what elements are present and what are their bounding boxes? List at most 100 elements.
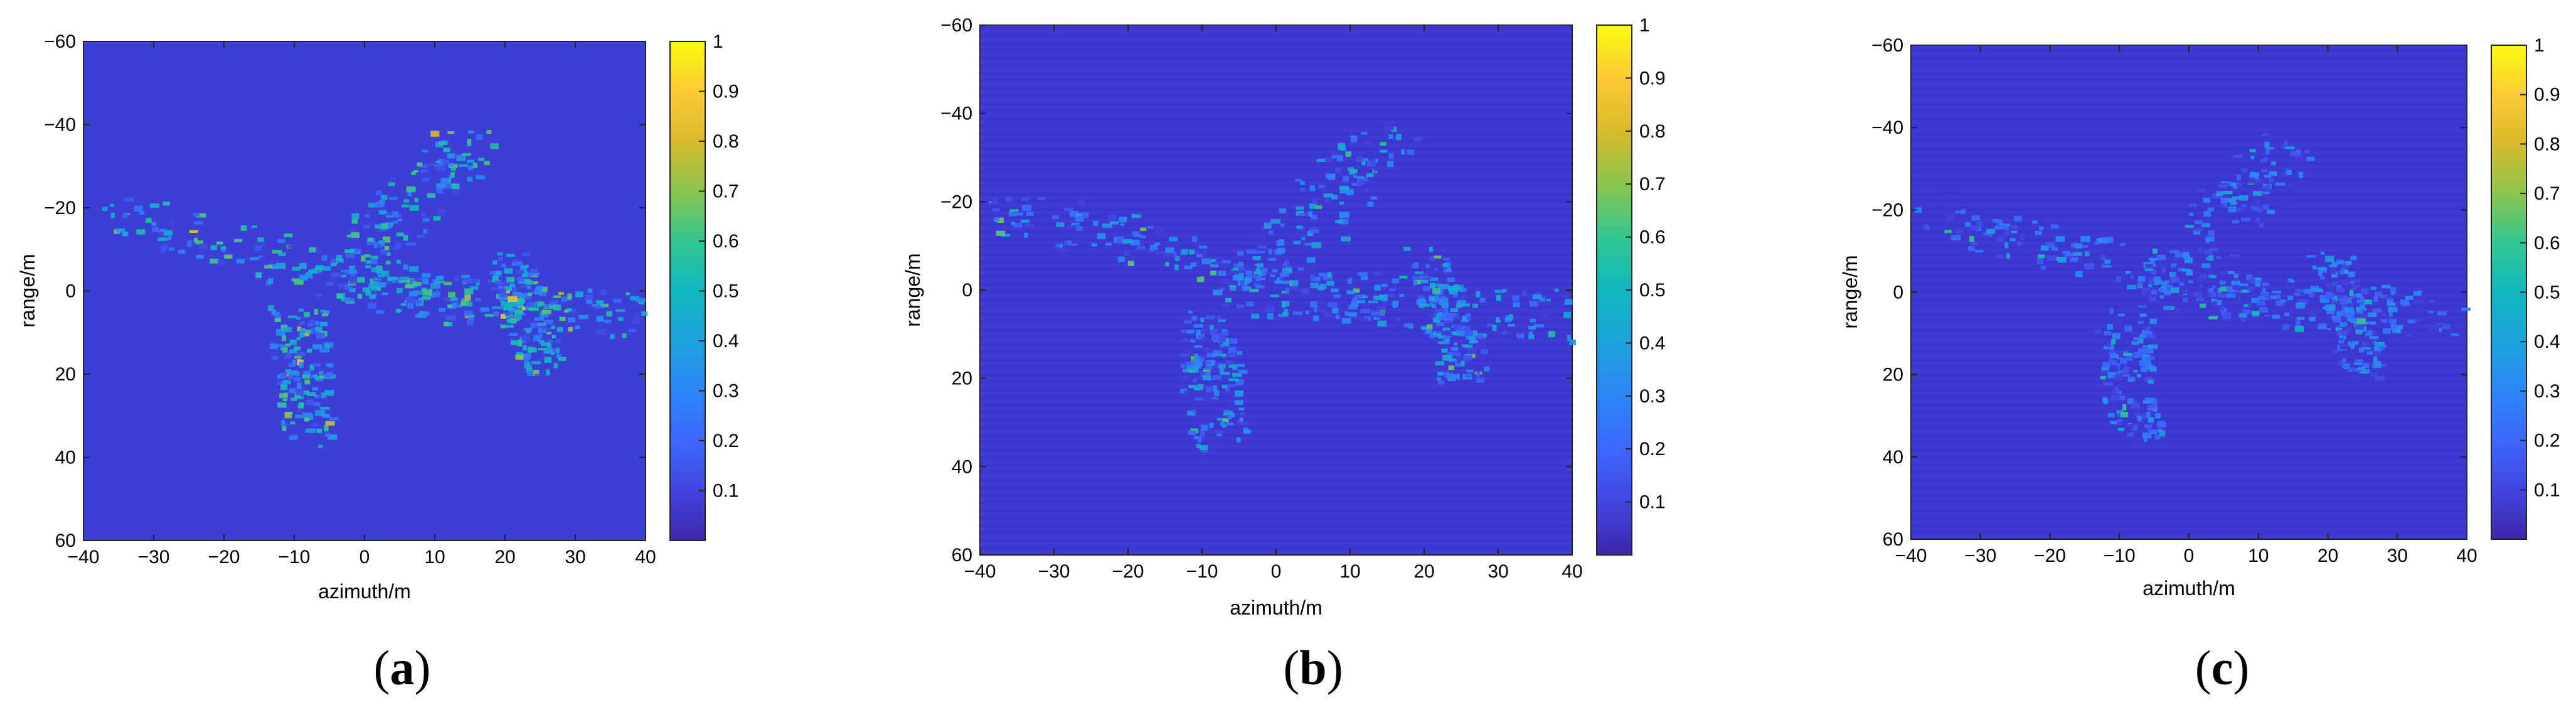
speckle-cell (2230, 289, 2237, 293)
speckle-cell (1466, 336, 1475, 340)
speckle-cell (385, 261, 391, 265)
y-tick-label: 0 (65, 281, 76, 302)
speckle-cell (1359, 318, 1368, 322)
speckle-cell (1102, 223, 1112, 228)
speckle-cell (447, 292, 455, 298)
speckle-cell (1456, 329, 1462, 333)
speckle-cell (299, 328, 306, 331)
speckle-cell (420, 164, 428, 168)
speckle-cell (2070, 243, 2078, 247)
speckle-cell (2264, 175, 2272, 178)
speckle-cell (539, 340, 545, 343)
speckle-cell (2287, 295, 2294, 301)
speckle-cell (1430, 255, 1434, 262)
speckle-cell (2357, 318, 2366, 325)
speckle-cell (521, 265, 529, 268)
speckle-cell (1149, 247, 1155, 252)
speckle-cell (2365, 335, 2370, 341)
speckle-cell (2148, 289, 2157, 294)
speckle-cell (1437, 380, 1445, 385)
speckle-cell (511, 262, 521, 266)
speckle-cell (1210, 264, 1218, 267)
speckle-cell (1192, 236, 1198, 242)
speckle-cell (416, 235, 425, 238)
speckle-cell (1222, 304, 1230, 308)
speckle-cell (2375, 352, 2381, 356)
speckle-cell (632, 318, 640, 324)
speckle-cell (1351, 183, 1361, 186)
speckle-cell (2295, 289, 2304, 293)
speckle-cell (2219, 281, 2226, 285)
speckle-cell (435, 276, 444, 281)
speckle-cell (366, 239, 376, 245)
speckle-cell (275, 314, 282, 320)
speckle-cell (2253, 179, 2263, 183)
speckle-cell (2141, 367, 2148, 372)
speckle-cell (559, 316, 566, 321)
colorbar-tick-label: 0.3 (1639, 386, 1666, 407)
speckle-cell (1212, 385, 1217, 392)
speckle-cell (518, 293, 526, 298)
speckle-cell (2216, 191, 2223, 196)
speckle-cell (381, 271, 390, 277)
speckle-cell (1446, 266, 1451, 272)
speckle-cell (464, 288, 474, 294)
speckle-cell (2220, 286, 2227, 292)
speckle-cell (2045, 242, 2055, 247)
speckle-cell (2110, 395, 2120, 401)
speckle-cell (306, 399, 314, 406)
speckle-cell (575, 325, 580, 329)
speckle-cell (402, 204, 410, 208)
speckle-cell (486, 130, 492, 134)
colorbar-tick-label: 0.4 (713, 331, 739, 352)
speckle-cell (1399, 294, 1405, 297)
speckle-cell (1392, 278, 1399, 284)
speckle-cell (2004, 229, 2009, 235)
speckle-cell (2365, 299, 2373, 304)
speckle-cell (317, 444, 323, 448)
speckle-cell (2345, 261, 2352, 266)
speckle-cell (294, 377, 301, 382)
speckle-cell (2387, 302, 2396, 306)
speckle-cell (450, 166, 456, 171)
speckle-cell (2208, 274, 2217, 279)
speckle-cell (2338, 330, 2345, 335)
speckle-cell (2046, 255, 2057, 261)
speckle-cell (2229, 182, 2239, 186)
speckle-cell (1430, 277, 1439, 281)
speckle-cell (282, 398, 287, 401)
speckle-cell (492, 260, 498, 265)
x-tick-label: −10 (2104, 546, 2136, 566)
speckle-cell (2148, 277, 2156, 284)
colorbar-tick-label: 0.7 (1639, 174, 1666, 195)
speckle-cell (436, 183, 445, 189)
speckle-cell (1220, 372, 1230, 375)
speckle-cell (432, 279, 439, 284)
speckle-cell (2127, 377, 2136, 382)
speckle-cell (2153, 249, 2158, 254)
speckle-cell (319, 321, 328, 326)
speckle-cell (516, 302, 524, 307)
x-tick-label: −20 (208, 547, 240, 567)
speckle-cell (530, 323, 538, 328)
speckle-cell (2204, 249, 2213, 255)
speckle-cell (2341, 268, 2346, 272)
x-tick-label: 30 (1488, 561, 1508, 582)
speckle-cell (2348, 271, 2355, 277)
speckle-cell (2133, 370, 2138, 373)
speckle-cell (366, 260, 373, 264)
speckle-cell (509, 320, 516, 323)
colorbar-tick-label: 0.9 (713, 82, 739, 102)
speckle-cell (2346, 298, 2352, 304)
speckle-cell (378, 228, 386, 232)
speckle-cell (531, 361, 541, 365)
speckle-cell (2146, 356, 2155, 360)
speckle-cell (447, 153, 455, 159)
speckle-cell (149, 203, 159, 208)
speckle-cell (1297, 227, 1306, 232)
speckle-cell (1569, 339, 1577, 345)
speckle-cell (1196, 443, 1201, 448)
speckle-cell (2120, 372, 2129, 375)
speckle-cell (1141, 235, 1146, 239)
